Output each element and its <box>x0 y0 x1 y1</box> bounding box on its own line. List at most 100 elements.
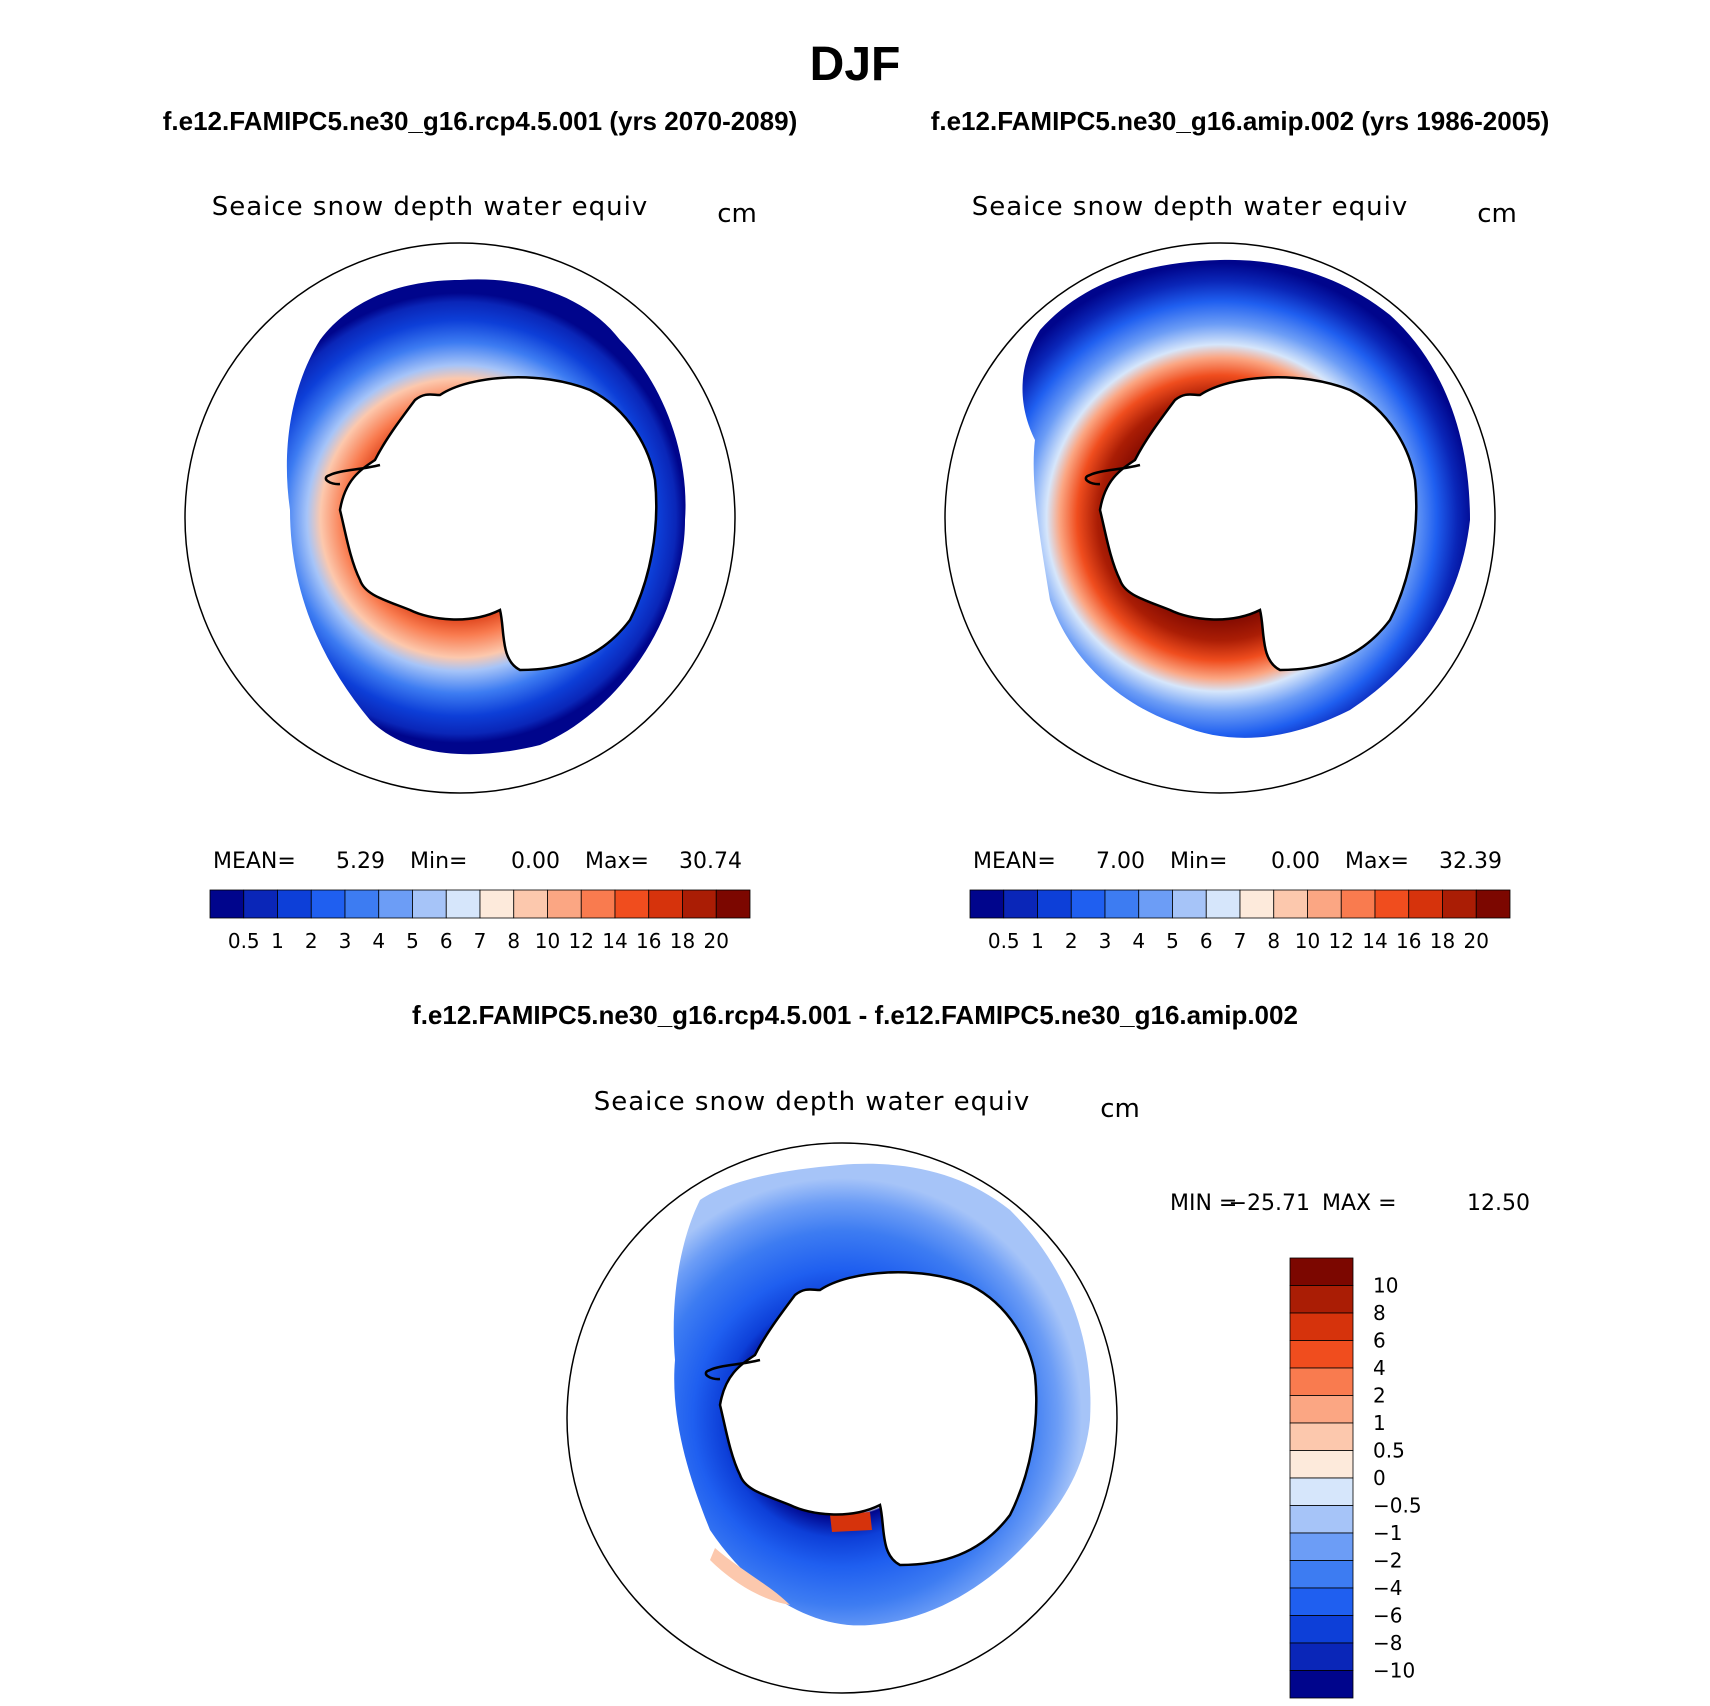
colorbar-tick-label: 12 <box>569 929 594 953</box>
colorbar-tick-label: 18 <box>670 929 695 953</box>
colorbar-tick-label: 6 <box>1373 1329 1386 1353</box>
colorbar-tick-label: 16 <box>636 929 661 953</box>
colorbar-box <box>1442 889 1477 919</box>
colorbar-box <box>1289 1340 1354 1369</box>
colorbar-box <box>580 889 616 919</box>
colorbar-tick-label: −10 <box>1373 1659 1415 1683</box>
colorbar-box <box>1374 889 1410 919</box>
subtitle-right: f.e12.FAMIPC5.ne30_g16.amip.002 (yrs 198… <box>931 106 1550 136</box>
panel-left-max: 30.74 <box>679 849 742 874</box>
colorbar-box <box>1307 889 1342 919</box>
panel-right: Seaice snow depth water equiv cm MEAN= 7… <box>944 192 1517 953</box>
colorbar-tick-label: 5 <box>406 929 419 953</box>
panel-left: Seaice snow depth water equiv cm MEAN= 5… <box>184 192 757 953</box>
panel-right-units: cm <box>1477 199 1517 229</box>
colorbar-tick-label: 10 <box>535 929 560 953</box>
colorbar-box <box>412 889 447 919</box>
panel-right-map-border <box>944 242 1496 794</box>
colorbar-tick-label: 10 <box>1373 1274 1398 1298</box>
colorbar-tick-label: 7 <box>474 929 487 953</box>
colorbar-box <box>1475 889 1511 919</box>
panel-diff-warm-patch-weddell <box>830 1512 872 1532</box>
colorbar-tick-label: −4 <box>1373 1576 1402 1600</box>
panel-diff-min: −25.71 <box>1229 1191 1310 1216</box>
colorbar-box <box>1003 889 1038 919</box>
colorbar-box <box>445 889 481 919</box>
colorbar-tick-label: 3 <box>1099 929 1112 953</box>
panel-diff-map-border <box>566 1142 1118 1694</box>
panel-left-antarctica <box>338 376 658 672</box>
colorbar-box <box>648 889 683 919</box>
panel-left-map-border <box>184 242 736 794</box>
colorbar-tick-label: 0.5 <box>1373 1439 1405 1463</box>
colorbar-box <box>1205 889 1241 919</box>
panel-diff: Seaice snow depth water equiv cm MIN = −… <box>566 1087 1530 1699</box>
colorbar-box <box>479 889 515 919</box>
diff-title: f.e12.FAMIPC5.ne30_g16.rcp4.5.001 - f.e1… <box>412 1000 1298 1030</box>
colorbar-tick-label: 1 <box>1373 1411 1386 1435</box>
colorbar-tick-label: 7 <box>1234 929 1247 953</box>
panel-left-stats: MEAN= 5.29 Min= 0.00 Max= 30.74 <box>213 849 742 874</box>
panel-left-min: 0.00 <box>511 849 560 874</box>
colorbar-tick-label: 1 <box>1031 929 1044 953</box>
colorbar-box <box>513 889 548 919</box>
panel-right-peninsula <box>1084 463 1141 486</box>
colorbar-tick-label: 14 <box>602 929 627 953</box>
colorbar-box <box>1070 889 1106 919</box>
panel-diff-peninsula <box>704 1358 761 1381</box>
subtitle-left: f.e12.FAMIPC5.ne30_g16.rcp4.5.001 (yrs 2… <box>163 106 798 136</box>
colorbar-box <box>1289 1505 1354 1534</box>
colorbar-box <box>1172 889 1207 919</box>
colorbar-box <box>1138 889 1173 919</box>
colorbar-box <box>614 889 650 919</box>
panel-right-stats: MEAN= 7.00 Min= 0.00 Max= 32.39 <box>973 849 1502 874</box>
colorbar-box <box>209 889 245 919</box>
panel-right-antarctica <box>1098 376 1418 672</box>
panel-left-peninsula <box>324 463 381 486</box>
colorbar-tick-label: 5 <box>1166 929 1179 953</box>
colorbar-box <box>1289 1477 1354 1506</box>
colorbar-tick-label: 16 <box>1396 929 1421 953</box>
colorbar-tick-label: 0.5 <box>988 929 1020 953</box>
panel-right-mean-label: MEAN= <box>973 849 1056 874</box>
colorbar-box <box>1104 889 1140 919</box>
colorbar-box <box>1273 889 1308 919</box>
colorbar-tick-label: 20 <box>704 929 729 953</box>
colorbar-tick-label: 3 <box>339 929 352 953</box>
colorbar-tick-label: 8 <box>1267 929 1280 953</box>
colorbar-box <box>682 889 717 919</box>
colorbar-box <box>277 889 312 919</box>
panel-left-colorbar: 0.5 1 2 3 4 5 6 7 8 10 12 14 16 18 20 <box>209 889 751 953</box>
colorbar-box <box>1289 1257 1354 1286</box>
colorbar-box <box>1037 889 1072 919</box>
colorbar-tick-label: 6 <box>1200 929 1213 953</box>
colorbar-box <box>243 889 278 919</box>
colorbar-tick-label: 12 <box>1329 929 1354 953</box>
colorbar-box <box>1289 1422 1354 1451</box>
panel-left-min-label: Min= <box>410 849 467 874</box>
colorbar-box <box>1289 1560 1354 1589</box>
panel-diff-min-label: MIN = <box>1170 1191 1237 1216</box>
panel-diff-antarctica <box>718 1271 1038 1567</box>
colorbar-box <box>1289 1312 1354 1341</box>
colorbar-tick-label: 10 <box>1295 929 1320 953</box>
panel-right-colorbar: 0.5 1 2 3 4 5 6 7 8 10 12 14 16 18 20 <box>969 889 1511 953</box>
colorbar-box <box>1340 889 1376 919</box>
panel-left-max-label: Max= <box>585 849 649 874</box>
panel-diff-warm-patch-outer <box>710 1548 790 1605</box>
colorbar-box <box>1289 1615 1354 1644</box>
colorbar-box <box>1239 889 1275 919</box>
panel-left-units: cm <box>717 199 757 229</box>
colorbar-box <box>310 889 346 919</box>
panel-diff-colorbar: 10 8 6 4 2 1 0.5 0 −0.5 −1 −2 −4 −6 −8 −10 <box>1289 1257 1422 1699</box>
panel-diff-units: cm <box>1100 1094 1140 1124</box>
colorbar-box <box>378 889 413 919</box>
colorbar-tick-label: 4 <box>1132 929 1145 953</box>
panel-right-min: 0.00 <box>1271 849 1320 874</box>
panel-right-max: 32.39 <box>1439 849 1502 874</box>
colorbar-box <box>1289 1532 1354 1561</box>
colorbar-box <box>547 889 582 919</box>
panel-right-max-label: Max= <box>1345 849 1409 874</box>
panel-diff-max-label: MAX = <box>1322 1191 1397 1216</box>
